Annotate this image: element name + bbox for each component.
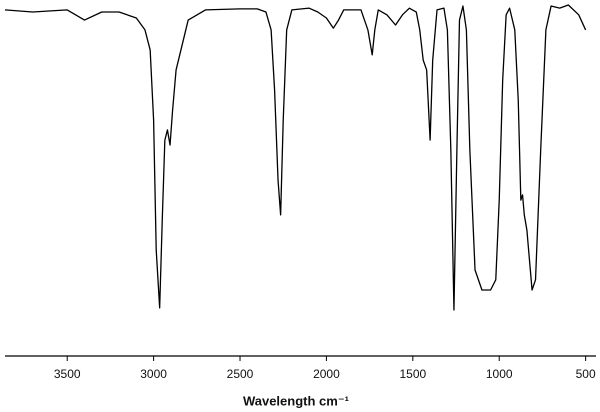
spectrum-line [4,4,587,311]
x-tick-label: 2000 [313,367,340,381]
x-axis-title: Wavelength cm⁻¹ [243,393,349,408]
x-tick-label: 1000 [486,367,513,381]
x-tick-label: 3000 [140,367,167,381]
x-tick-label: 1500 [399,367,426,381]
x-tick-label: 3500 [54,367,81,381]
x-tick-label: 2500 [227,367,254,381]
x-tick-label: 500 [576,367,596,381]
